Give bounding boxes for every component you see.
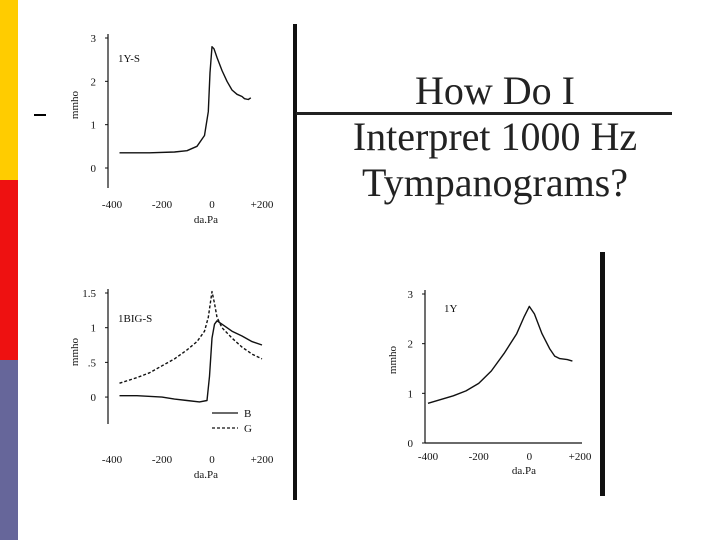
chart-label: 1BIG-S (118, 313, 152, 325)
y-tick-label: 0 (91, 392, 97, 404)
title-line-2: Interpret 1000 Hz (352, 114, 638, 159)
y-tick-label: 0 (91, 163, 97, 175)
y-tick-label: 3 (408, 289, 414, 301)
chart-3: 0 1 2 3 -400 -200 0 +200 da.Pa mmho 1Y (387, 289, 592, 477)
x-axis-title: da.Pa (194, 469, 218, 481)
x-tick-label: -200 (152, 454, 173, 466)
y-tick-label: 2 (408, 339, 414, 351)
x-tick-label: -400 (418, 451, 439, 463)
x-tick-label: +200 (569, 451, 592, 463)
accent-bar-yellow (0, 0, 18, 180)
accent-bar-purple (0, 360, 18, 540)
divider-vertical-right (600, 252, 605, 496)
x-axis-title: da.Pa (194, 214, 218, 226)
series-line-G (119, 290, 263, 384)
y-tick-label: .5 (88, 357, 97, 369)
bullet-dash (34, 114, 46, 116)
y-tick-label: 2 (91, 76, 97, 88)
legend-label: G (244, 423, 252, 435)
chart-label: 1Y (444, 303, 458, 315)
series-line-1Y (427, 305, 573, 404)
divider-vertical-main (293, 24, 297, 500)
chart-label: 1Y-S (118, 53, 140, 65)
x-tick-label: 0 (527, 451, 533, 463)
x-tick-label: -400 (102, 454, 123, 466)
y-tick-label: 3 (91, 33, 97, 45)
series-line-B (119, 320, 263, 403)
x-tick-label: +200 (251, 454, 274, 466)
y-axis-title: mmho (387, 345, 399, 374)
x-tick-label: +200 (251, 199, 274, 211)
y-tick-label: 0 (408, 438, 414, 450)
x-tick-label: -200 (152, 199, 173, 211)
x-axis-title: da.Pa (512, 465, 536, 477)
x-tick-label: 0 (209, 454, 215, 466)
y-tick-label: 1.5 (82, 288, 96, 300)
slide-title: How Do I Interpret 1000 Hz Tympanograms? (330, 68, 660, 206)
y-tick-label: 1 (408, 388, 414, 400)
series-line-1Y-S (119, 46, 252, 154)
y-axis-title: mmho (69, 337, 81, 366)
x-tick-label: -400 (102, 199, 123, 211)
y-axis-title: mmho (69, 90, 81, 119)
title-line-3: Tympanograms? (361, 160, 628, 205)
title-underline (296, 112, 672, 115)
x-tick-label: -200 (469, 451, 490, 463)
legend-label: B (244, 408, 251, 420)
chart-1: 0 1 2 3 -400 -200 0 +200 da.Pa mmho 1Y-S (69, 33, 274, 226)
title-line-1: How Do I (415, 68, 575, 113)
accent-bar-red (0, 180, 18, 360)
y-tick-label: 1 (91, 120, 97, 132)
y-tick-label: 1 (91, 323, 97, 335)
x-tick-label: 0 (209, 199, 215, 211)
chart-2: 0 .5 1 1.5 -400 -200 0 +200 da.Pa mmho 1BIG-S BG (69, 288, 274, 481)
